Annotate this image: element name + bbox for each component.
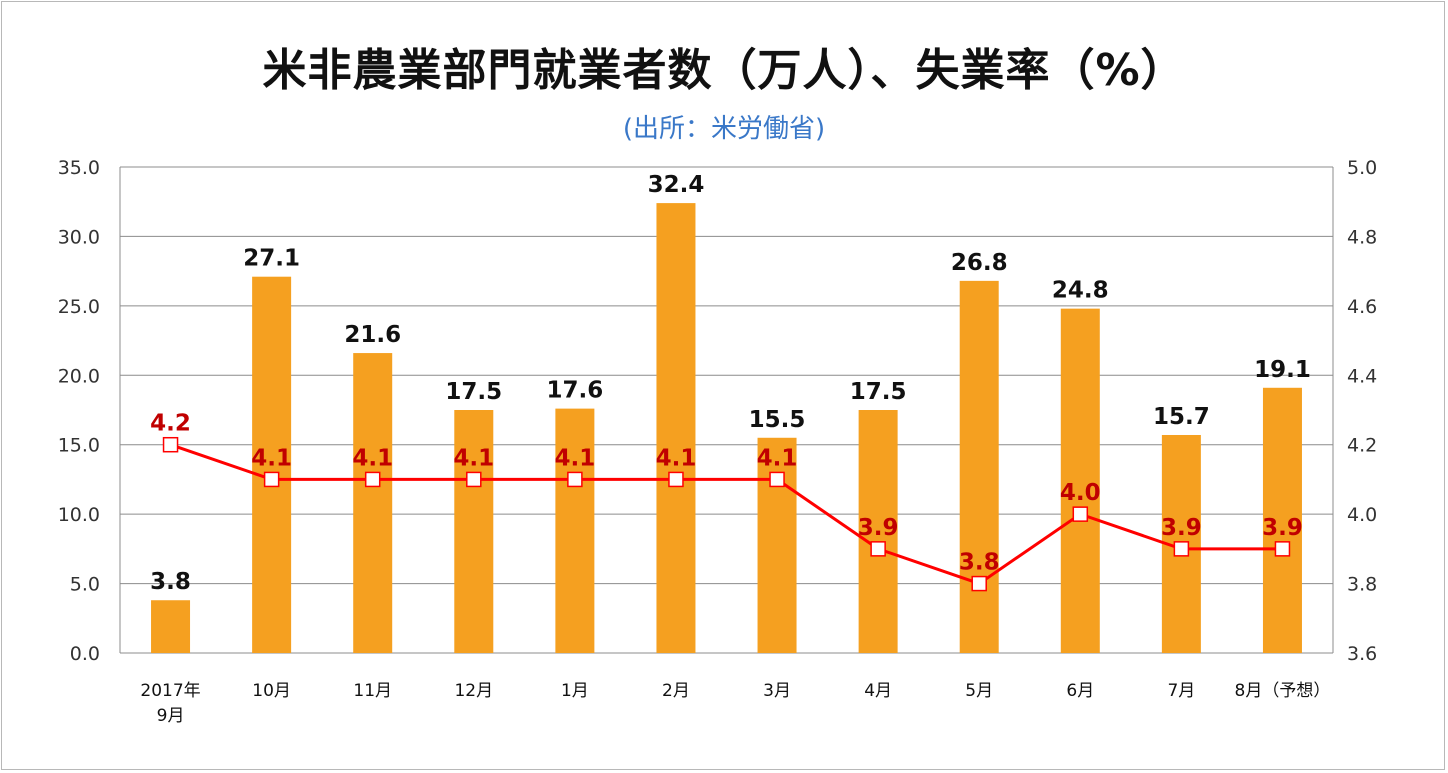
chart-subtitle: (出所：米労働省) <box>622 114 826 144</box>
line-marker <box>364 471 381 488</box>
line-value-label: 4.1 <box>352 445 393 471</box>
bar-value-label: 21.6 <box>344 322 401 348</box>
x-tick-label: 10月 <box>252 681 291 701</box>
bar-value-label: 19.1 <box>1254 357 1311 383</box>
bar <box>252 276 292 653</box>
line-marker <box>870 541 886 557</box>
y-right-tick-label: 3.8 <box>1347 574 1377 596</box>
x-tick-label: 8月（予想） <box>1235 681 1331 701</box>
line-marker <box>1173 541 1190 557</box>
y-left-tick-label: 5.0 <box>70 574 100 596</box>
y-left-tick-label: 10.0 <box>58 504 100 526</box>
y-right-tick-label: 4.6 <box>1347 296 1377 318</box>
y-left-tick-label: 30.0 <box>58 226 100 248</box>
y-right-tick-label: 4.4 <box>1347 365 1377 387</box>
x-tick-label: 11月 <box>353 681 392 701</box>
line-marker <box>668 471 684 488</box>
y-right-tick-label: 4.8 <box>1347 226 1377 248</box>
bar <box>151 600 191 653</box>
x-tick-label: 9月 <box>157 706 185 726</box>
x-tick-label: 2月 <box>662 681 690 701</box>
bar-value-label: 27.1 <box>243 246 300 272</box>
bar-value-label: 17.5 <box>445 379 502 405</box>
line-value-label: 4.0 <box>1060 480 1101 506</box>
bar-value-label: 32.4 <box>648 172 705 198</box>
chart-title: 米非農業部門就業者数（万人）、失業率（%） <box>262 45 1186 96</box>
line-value-label: 3.9 <box>1262 515 1303 541</box>
x-tick-label: 4月 <box>864 681 892 701</box>
bar <box>858 410 898 653</box>
line-value-label: 4.1 <box>453 445 494 471</box>
line-marker <box>162 436 179 453</box>
x-tick-label: 6月 <box>1066 681 1094 701</box>
y-left-tick-label: 25.0 <box>58 296 100 318</box>
y-left-tick-label: 15.0 <box>58 435 100 457</box>
bar-value-label: 24.8 <box>1052 278 1109 304</box>
y-left-tick-label: 20.0 <box>58 365 100 387</box>
x-tick-label: 2017年 <box>140 681 200 701</box>
line-value-label: 4.2 <box>150 411 191 437</box>
bar <box>555 408 595 653</box>
line-value-label: 3.9 <box>1161 515 1202 541</box>
line-value-label: 4.1 <box>555 445 596 471</box>
line-marker <box>769 471 785 488</box>
bar <box>1262 387 1302 653</box>
line-value-label: 4.1 <box>757 445 798 471</box>
line-marker <box>567 471 583 488</box>
y-right-tick-label: 4.0 <box>1347 504 1377 526</box>
bar <box>1060 308 1100 653</box>
line-marker <box>263 471 280 488</box>
bar-value-label: 26.8 <box>951 250 1008 276</box>
y-left-tick-label: 0.0 <box>70 643 100 665</box>
bar-value-label: 17.6 <box>547 378 604 404</box>
x-tick-label: 3月 <box>763 681 791 701</box>
x-tick-label: 5月 <box>965 681 993 701</box>
unemployment-line <box>170 443 1283 586</box>
line-marker <box>971 575 987 592</box>
bar-value-label: 17.5 <box>850 379 907 405</box>
y-right-tick-label: 5.0 <box>1347 157 1377 179</box>
bar <box>454 410 494 653</box>
line-value-label: 4.1 <box>251 445 292 471</box>
line-value-label: 3.9 <box>858 515 899 541</box>
y-right-tick-label: 3.6 <box>1347 643 1377 665</box>
line-value-label: 3.8 <box>959 550 1000 576</box>
line-value-label: 4.1 <box>656 445 697 471</box>
bar-value-label: 15.5 <box>749 407 806 433</box>
x-tick-label: 1月 <box>561 681 589 701</box>
bar-value-label: 15.7 <box>1153 404 1210 430</box>
x-tick-label: 12月 <box>454 681 493 701</box>
line-marker <box>466 471 482 488</box>
bar <box>656 203 696 654</box>
y-right-tick-label: 4.2 <box>1347 435 1377 457</box>
line-marker <box>1274 541 1291 557</box>
bar <box>959 280 999 653</box>
bar <box>353 353 393 653</box>
x-tick-label: 7月 <box>1167 681 1195 701</box>
bar-value-label: 3.8 <box>150 569 191 595</box>
line-marker <box>1072 506 1089 522</box>
y-left-tick-label: 35.0 <box>58 157 100 179</box>
